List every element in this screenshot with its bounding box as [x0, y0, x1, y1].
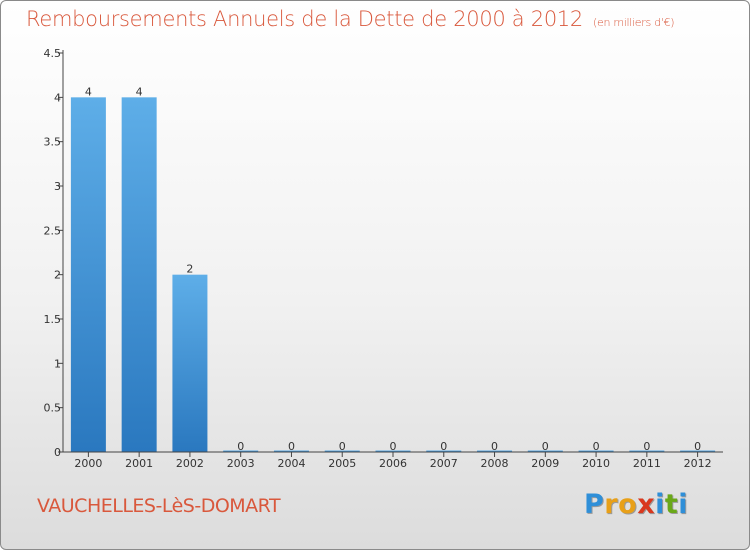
bar-2002: [172, 274, 208, 452]
y-tick-label: 3: [54, 180, 61, 193]
logo-letter: P: [584, 489, 605, 520]
x-tick-label: 2001: [125, 457, 153, 470]
bar-2004: [273, 450, 309, 452]
y-tick-label: 0.5: [44, 402, 62, 415]
proxiti-logo: Proxiti: [584, 489, 688, 520]
data-label-2009: 0: [542, 440, 549, 453]
data-label-2004: 0: [288, 440, 295, 453]
y-tick-label: 2.5: [44, 224, 62, 237]
chart-unit: (en milliers d'€): [593, 16, 675, 29]
x-tick-label: 2010: [582, 457, 610, 470]
y-tick-label: 4.5: [44, 47, 62, 60]
x-tick-label: 2003: [227, 457, 255, 470]
data-label-2012: 0: [694, 440, 701, 453]
data-label-2001: 4: [136, 85, 143, 98]
bar-2001: [121, 97, 157, 452]
logo-letter: i: [678, 489, 689, 520]
bar-2011: [629, 450, 665, 452]
data-label-2000: 4: [85, 85, 92, 98]
data-label-2010: 0: [593, 440, 600, 453]
x-tick-label: 2005: [328, 457, 356, 470]
bar-2005: [324, 450, 360, 452]
y-tick-label: 2: [54, 269, 61, 282]
data-label-2005: 0: [339, 440, 346, 453]
x-tick-label: 2000: [74, 457, 102, 470]
logo-letter: i: [655, 489, 665, 520]
x-tick-label: 2012: [684, 457, 712, 470]
logo-letter: x: [637, 489, 656, 520]
bar-2003: [223, 450, 259, 452]
y-tick-label: 1.5: [44, 313, 62, 326]
bar-2007: [426, 450, 462, 452]
y-tick-label: 4: [54, 91, 61, 104]
bar-2010: [578, 450, 614, 452]
x-tick-label: 2002: [176, 457, 204, 470]
bar-2008: [477, 450, 513, 452]
logo-letter: t: [664, 489, 679, 520]
x-tick-label: 2004: [277, 457, 305, 470]
x-tick-label: 2009: [531, 457, 559, 470]
y-tick-label: 3.5: [44, 136, 62, 149]
data-label-2011: 0: [643, 440, 650, 453]
data-label-2007: 0: [440, 440, 447, 453]
bar-2012: [680, 450, 716, 452]
bar-2009: [527, 450, 563, 452]
chart-title-text: Remboursements Annuels de la Dette de 20…: [26, 7, 583, 31]
data-label-2006: 0: [390, 440, 397, 453]
x-tick-label: 2008: [481, 457, 509, 470]
x-tick-label: 2011: [633, 457, 661, 470]
data-label-2002: 2: [186, 263, 193, 276]
bar-2006: [375, 450, 411, 452]
y-tick-label: 1: [54, 357, 61, 370]
bar-2000: [70, 97, 106, 452]
data-label-2008: 0: [491, 440, 498, 453]
y-tick-label: 0: [54, 446, 61, 459]
data-label-2003: 0: [237, 440, 244, 453]
logo-letter: o: [618, 489, 638, 520]
x-tick-label: 2006: [379, 457, 407, 470]
x-tick-label: 2007: [430, 457, 458, 470]
chart-title: Remboursements Annuels de la Dette de 20…: [26, 7, 674, 31]
logo-letter: r: [604, 489, 619, 520]
commune-name: VAUCHELLES-LèS-DOMART: [37, 495, 281, 517]
